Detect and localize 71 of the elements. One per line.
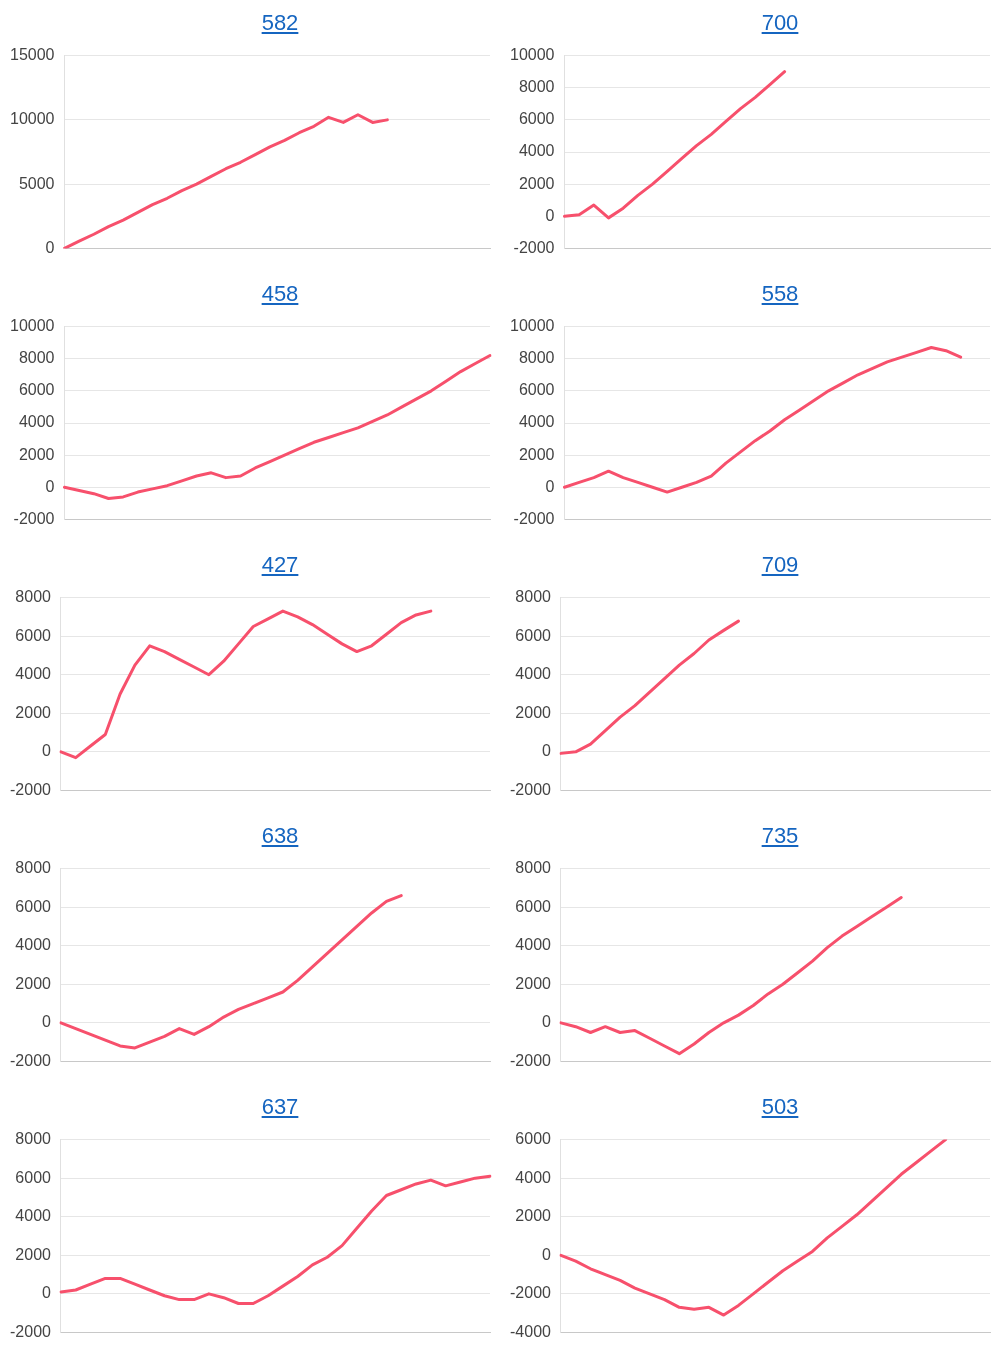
y-tick-label: 8000 (515, 588, 552, 606)
y-tick-label: 4000 (15, 936, 52, 954)
y-tick-label: 0 (42, 1284, 52, 1302)
y-tick-label: 0 (542, 1013, 552, 1031)
y-tick-label: 0 (42, 742, 52, 760)
y-tick-label: 8000 (15, 859, 52, 877)
y-tick-label: 8000 (15, 1130, 52, 1148)
y-tick-label: 6000 (15, 897, 52, 915)
y-tick-label: 0 (45, 477, 55, 495)
y-tick-label: 6000 (15, 1168, 52, 1186)
y-tick-label: -2000 (10, 780, 52, 798)
y-tick-label: 2000 (515, 1207, 552, 1225)
y-tick-label: 4000 (515, 665, 552, 683)
y-tick-label: 6000 (515, 626, 552, 644)
y-tick-label: 2000 (15, 1245, 52, 1263)
y-tick-label: -2000 (510, 1051, 552, 1069)
y-tick-label: 4000 (18, 413, 55, 431)
y-tick-label: 8000 (515, 859, 552, 877)
y-tick-label: 2000 (518, 445, 555, 463)
y-tick-label: -2000 (13, 509, 55, 527)
y-tick-label: 0 (542, 1245, 552, 1263)
y-tick-label: 2000 (18, 445, 55, 463)
y-tick-label: 4000 (515, 936, 552, 954)
y-tick-label: 2000 (515, 974, 552, 992)
y-tick-label: 4000 (15, 665, 52, 683)
y-tick-label: -2000 (10, 1051, 52, 1069)
y-tick-label: 10000 (509, 46, 555, 64)
y-tick-label: -2000 (513, 509, 555, 527)
y-tick-label: 2000 (15, 703, 52, 721)
y-tick-label: -2000 (513, 238, 555, 256)
y-tick-label: -2000 (510, 1284, 552, 1302)
chart-title: 700 (761, 10, 799, 35)
y-tick-label: 15000 (9, 46, 55, 64)
y-tick-label: 8000 (18, 349, 55, 367)
y-tick-label: 0 (542, 742, 552, 760)
y-tick-label: 2000 (515, 703, 552, 721)
y-tick-label: 6000 (515, 1130, 552, 1148)
y-tick-label: 10000 (9, 317, 55, 335)
y-tick-label: 6000 (518, 110, 555, 128)
chart-title: 503 (761, 1094, 799, 1119)
y-tick-label: 2000 (518, 174, 555, 192)
chart-title: 709 (761, 552, 799, 577)
y-tick-label: 6000 (518, 381, 555, 399)
y-tick-label: 0 (45, 238, 55, 256)
chart-title: 582 (261, 10, 299, 35)
chart-title: 558 (761, 281, 799, 306)
y-tick-label: 4000 (518, 413, 555, 431)
y-tick-label: 4000 (15, 1207, 52, 1225)
chart-title: 458 (261, 281, 299, 306)
y-tick-label: 0 (545, 477, 555, 495)
y-tick-label: 8000 (518, 78, 555, 96)
chart-title: 638 (261, 823, 299, 848)
y-tick-label: 8000 (15, 588, 52, 606)
y-tick-label: 10000 (509, 317, 555, 335)
y-tick-label: 10000 (9, 110, 55, 128)
y-tick-label: 6000 (15, 626, 52, 644)
y-tick-label: 0 (42, 1013, 52, 1031)
y-tick-label: 6000 (515, 897, 552, 915)
chart-title: 735 (761, 823, 799, 848)
y-tick-label: 2000 (15, 974, 52, 992)
chart-title: 637 (261, 1094, 299, 1119)
y-tick-label: 5000 (18, 174, 55, 192)
chart-title: 427 (261, 552, 299, 577)
y-tick-label: 8000 (518, 349, 555, 367)
y-tick-label: 4000 (515, 1168, 552, 1186)
y-tick-label: 0 (545, 206, 555, 224)
y-tick-label: -2000 (510, 780, 552, 798)
y-tick-label: -2000 (10, 1322, 52, 1340)
y-tick-label: 4000 (518, 142, 555, 160)
y-tick-label: -4000 (510, 1322, 552, 1340)
y-tick-label: 6000 (18, 381, 55, 399)
